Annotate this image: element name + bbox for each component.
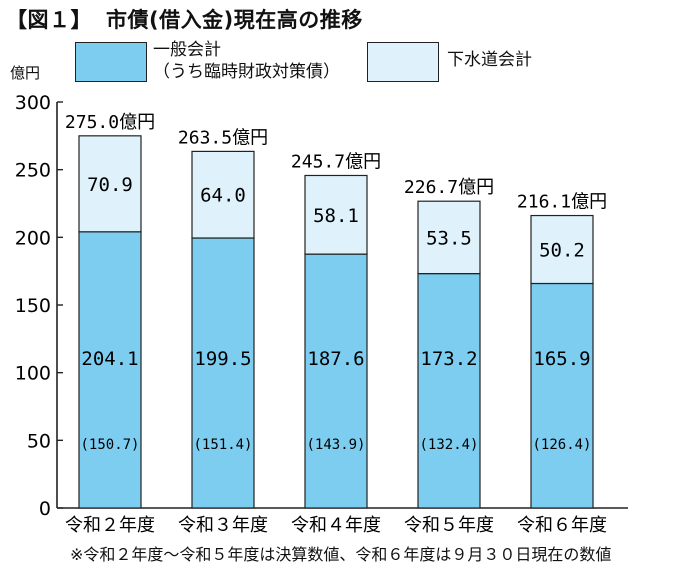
data-label-sub: (150.7) xyxy=(80,437,139,453)
bar-general xyxy=(78,231,142,509)
data-label-general: 187.6 xyxy=(307,348,364,370)
legend-label-sewer: 下水道会計 xyxy=(447,50,532,70)
legend-general-line1: 一般会計 xyxy=(153,40,221,60)
data-label-sewer: 50.2 xyxy=(539,240,585,262)
title-text: 市債(借入金)現在高の推移 xyxy=(106,8,363,32)
data-label-sub: (151.4) xyxy=(193,437,252,453)
y-tick-label: 250 xyxy=(15,160,51,182)
y-tick-label: 50 xyxy=(27,430,51,452)
legend-label-general: 一般会計 （うち臨時財政対策債） xyxy=(153,39,340,83)
bar-general xyxy=(191,237,255,509)
data-label-sewer: 58.1 xyxy=(313,205,359,227)
x-tick-label: 令和３年度 xyxy=(178,515,268,536)
x-tick-label: 令和６年度 xyxy=(517,515,607,536)
data-label-sewer: 70.9 xyxy=(87,174,133,196)
data-label-sub: (126.4) xyxy=(532,437,591,453)
x-tick-label: 令和５年度 xyxy=(404,515,494,536)
y-tick-label: 300 xyxy=(15,92,51,114)
bar-general xyxy=(304,253,368,509)
figure-number: 【図１】 xyxy=(6,8,92,32)
data-label-sub: (132.4) xyxy=(419,437,478,453)
data-label-total: 263.5億円 xyxy=(178,127,268,148)
x-tick-label: 令和４年度 xyxy=(291,515,381,536)
data-label-total: 245.7億円 xyxy=(291,151,381,172)
legend-general-line2: （うち臨時財政対策債） xyxy=(153,62,340,82)
x-tick-label: 令和２年度 xyxy=(65,515,155,536)
data-label-total: 226.7億円 xyxy=(404,177,494,198)
legend-swatch-general xyxy=(75,42,147,82)
data-label-general: 165.9 xyxy=(533,348,590,370)
y-tick-label: 150 xyxy=(15,295,51,317)
data-label-sub: (143.9) xyxy=(306,437,365,453)
bar-general xyxy=(530,282,594,509)
data-label-sewer: 53.5 xyxy=(426,227,472,249)
chart-title: 【図１】 市債(借入金)現在高の推移 xyxy=(6,4,363,34)
data-label-general: 199.5 xyxy=(194,348,251,370)
data-label-general: 204.1 xyxy=(81,348,138,370)
bar-sewer xyxy=(530,214,594,285)
bar-sewer xyxy=(78,135,142,233)
y-axis-unit: 億円 xyxy=(10,64,41,82)
bar-sewer xyxy=(304,174,368,255)
y-tick-label: 0 xyxy=(39,498,51,520)
bar-general xyxy=(417,273,481,509)
bar-sewer xyxy=(191,150,255,239)
legend-swatch-sewer xyxy=(367,42,439,82)
data-label-total: 275.0億円 xyxy=(65,112,155,133)
y-tick-label: 200 xyxy=(15,227,51,249)
footnote: ※令和２年度～令和５年度は決算数値、令和６年度は９月３０日現在の数値 xyxy=(70,545,612,564)
data-label-general: 173.2 xyxy=(420,348,477,370)
bar-sewer xyxy=(417,200,481,275)
data-label-total: 216.1億円 xyxy=(517,192,607,213)
data-label-sewer: 64.0 xyxy=(200,185,246,207)
y-tick-label: 100 xyxy=(15,363,51,385)
